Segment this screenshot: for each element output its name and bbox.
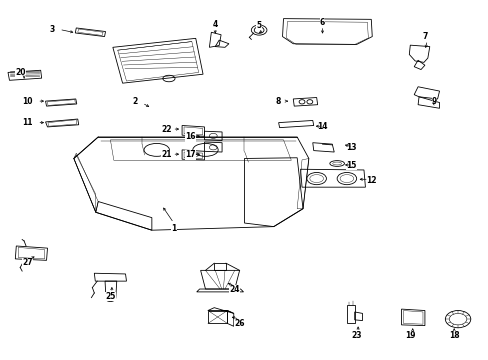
Text: 11: 11 <box>22 118 33 127</box>
Text: 23: 23 <box>351 332 361 341</box>
Text: 27: 27 <box>22 258 33 267</box>
Text: 21: 21 <box>161 150 171 159</box>
Text: 20: 20 <box>15 68 25 77</box>
Text: 18: 18 <box>448 332 459 341</box>
Text: 7: 7 <box>421 32 427 41</box>
Text: 15: 15 <box>346 161 356 170</box>
Text: 3: 3 <box>49 25 54 34</box>
Text: 13: 13 <box>346 143 356 152</box>
Text: 14: 14 <box>317 122 327 131</box>
Text: 5: 5 <box>256 21 261 30</box>
Text: 1: 1 <box>171 224 176 233</box>
Text: 25: 25 <box>105 292 115 301</box>
Text: 26: 26 <box>234 319 244 328</box>
Text: 2: 2 <box>132 96 137 105</box>
Text: 19: 19 <box>404 332 415 341</box>
Text: 24: 24 <box>229 285 240 294</box>
Text: 12: 12 <box>366 176 376 185</box>
Text: 6: 6 <box>319 18 325 27</box>
Text: 4: 4 <box>212 19 218 28</box>
Text: 17: 17 <box>185 150 196 159</box>
Text: 10: 10 <box>22 96 33 105</box>
Text: 8: 8 <box>275 96 281 105</box>
Text: 16: 16 <box>185 132 196 141</box>
Text: 22: 22 <box>161 125 171 134</box>
Text: 9: 9 <box>431 96 436 105</box>
